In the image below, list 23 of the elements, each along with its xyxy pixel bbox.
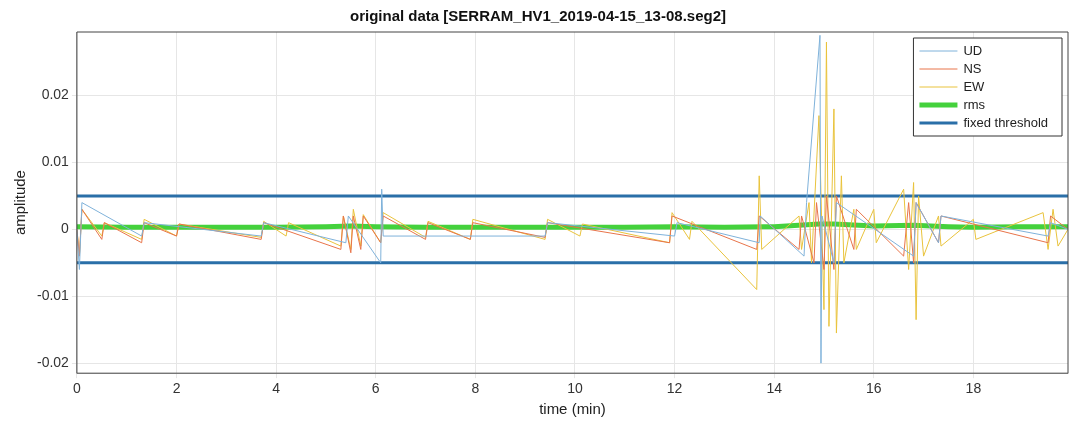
y-tick-label: 0 [61, 220, 70, 237]
x-tick-label: 16 [865, 380, 882, 397]
legend-label: UD [963, 42, 983, 58]
x-tick-label: 4 [272, 380, 281, 397]
x-tick-label: 8 [471, 380, 480, 397]
x-tick-label: 18 [965, 380, 982, 397]
chart-title: original data [SERRAM_HV1_2019-04-15_13-08.seg2] [350, 7, 726, 25]
legend-label: NS [963, 60, 982, 76]
y-tick-label: -0.02 [36, 354, 70, 371]
x-tick-label: 2 [172, 380, 181, 397]
legend-label: EW [963, 78, 986, 94]
x-tick-label: 12 [666, 380, 683, 397]
x-tick-label: 14 [766, 380, 783, 397]
y-axis-title: amplitude [11, 170, 29, 236]
legend-label: fixed threshold [963, 114, 1049, 130]
y-tick-label: 0.01 [41, 153, 70, 170]
x-tick-label: 0 [73, 380, 82, 397]
x-tick-label: 10 [567, 380, 583, 397]
y-tick-label: 0.02 [41, 86, 70, 103]
legend-label: rms [963, 96, 986, 112]
y-tick-label: -0.01 [36, 287, 70, 304]
x-tick-label: 6 [371, 380, 380, 397]
x-axis-title: time (min) [539, 400, 606, 418]
